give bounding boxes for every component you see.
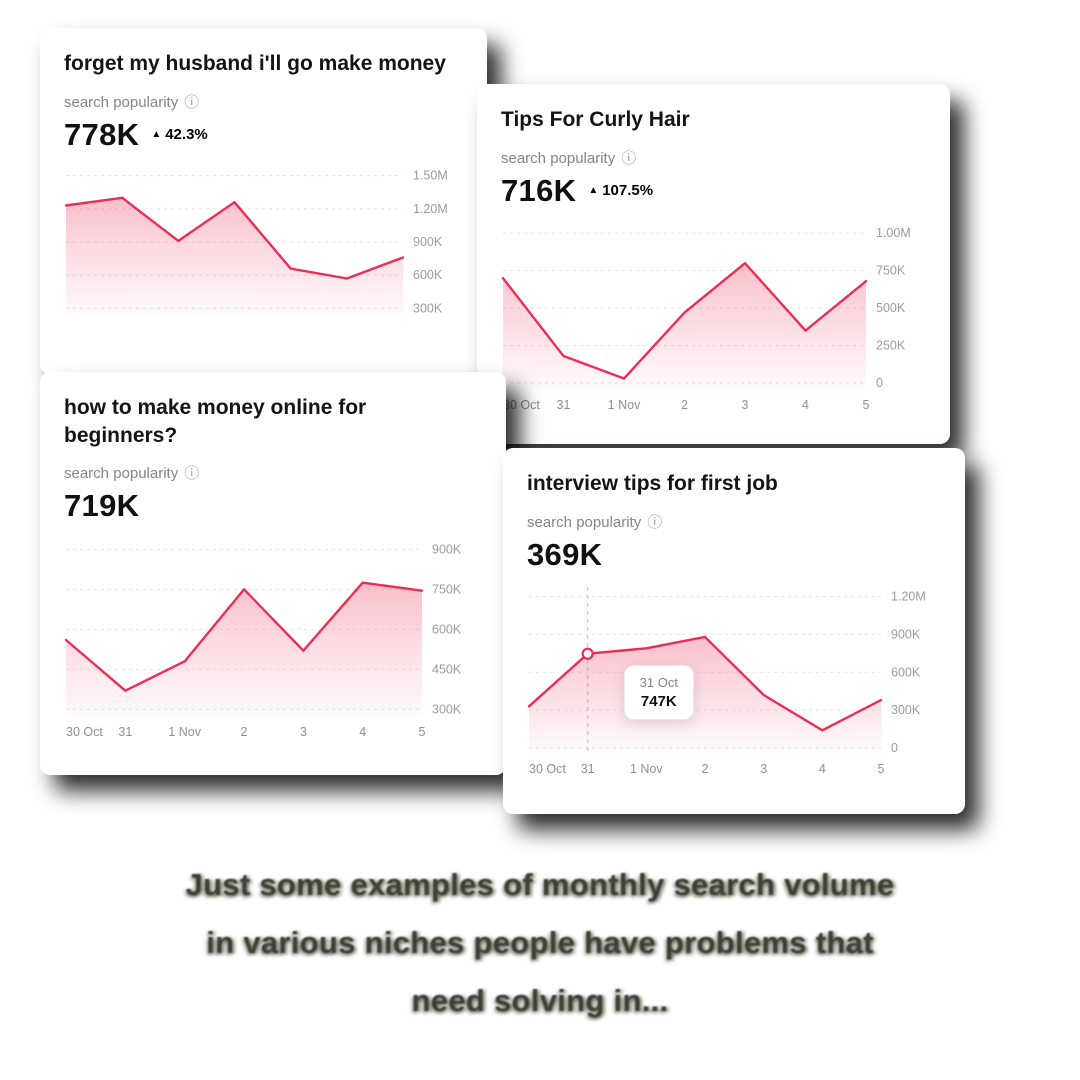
svg-text:5: 5 <box>878 762 885 776</box>
svg-text:1.20M: 1.20M <box>413 202 448 216</box>
search-popularity-value: 719K <box>64 488 140 524</box>
card-title: forget my husband i'll go make money <box>64 52 446 75</box>
svg-text:450K: 450K <box>432 663 462 677</box>
svg-text:3: 3 <box>742 398 749 412</box>
svg-text:600K: 600K <box>432 623 462 637</box>
chart-area: 1.50M 1.20M 900K 600K 300K <box>64 161 463 326</box>
card-title: how to make money online for beginners? <box>64 396 367 447</box>
chart-area: 900K 750K 600K 450K 300K 30 Oct 31 1 Nov 2 3 4 5 <box>64 532 482 749</box>
svg-text:300K: 300K <box>432 703 462 717</box>
svg-text:3: 3 <box>760 762 767 776</box>
svg-text:1.00M: 1.00M <box>876 226 911 240</box>
svg-text:2: 2 <box>241 725 248 739</box>
caption-line-3: need solving in... <box>411 983 669 1018</box>
svg-text:900K: 900K <box>432 543 462 557</box>
svg-text:4: 4 <box>802 398 809 412</box>
svg-text:1.50M: 1.50M <box>413 168 448 182</box>
search-popularity-chart: 900K 750K 600K 450K 300K 30 Oct 31 1 Nov 2 3 4 5 <box>64 543 462 739</box>
svg-text:1 Nov: 1 Nov <box>168 725 201 739</box>
chart-area: 1.00M 750K 500K 250K 0 30 Oct 31 1 Nov 2 3 4 5 <box>501 217 926 422</box>
info-icon[interactable]: ⓘ <box>184 93 200 111</box>
svg-text:600K: 600K <box>891 665 921 679</box>
insight-card-curly-hair: Tips For Curly Hair search popularity ⓘ … <box>477 84 950 444</box>
svg-text:30 Oct: 30 Oct <box>503 398 540 412</box>
svg-text:1.20M: 1.20M <box>891 589 926 603</box>
metric-label: search popularity <box>64 465 179 483</box>
search-popularity-value: 716K <box>501 172 577 208</box>
svg-text:300K: 300K <box>413 301 443 315</box>
card-title: interview tips for first job <box>527 472 778 495</box>
metric-label: search popularity <box>64 93 179 111</box>
change-percent: 107.5% <box>602 182 654 200</box>
svg-text:30 Oct: 30 Oct <box>529 762 566 776</box>
svg-text:31: 31 <box>557 398 571 412</box>
change-badge: ▲ 107.5% <box>588 182 653 199</box>
search-popularity-value: 369K <box>527 536 603 572</box>
svg-text:900K: 900K <box>413 235 443 249</box>
search-popularity-chart: 1.50M 1.20M 900K 600K 300K <box>64 168 448 315</box>
svg-text:2: 2 <box>702 762 709 776</box>
svg-text:500K: 500K <box>876 301 906 315</box>
search-popularity-chart: 1.00M 750K 500K 250K 0 30 Oct 31 1 Nov 2 3 4 5 <box>501 226 911 412</box>
caption-line-1: Just some examples of monthly search vol… <box>185 867 895 902</box>
chart-area: 1.20M 900K 600K 300K 0 30 Oct 31 1 Nov 2 3 4 5 31 O… <box>527 581 941 786</box>
svg-text:2: 2 <box>681 398 688 412</box>
up-triangle-icon: ▲ <box>588 184 599 196</box>
metric-label: search popularity <box>501 149 616 167</box>
info-icon[interactable]: ⓘ <box>621 149 637 167</box>
info-icon[interactable]: ⓘ <box>647 513 663 531</box>
svg-text:31: 31 <box>581 762 595 776</box>
svg-text:1 Nov: 1 Nov <box>630 762 663 776</box>
svg-text:300K: 300K <box>891 703 921 717</box>
insight-card-forget-my-husband: forget my husband i'll go make money sea… <box>40 28 487 374</box>
svg-text:900K: 900K <box>891 627 921 641</box>
insight-card-interview-tips: interview tips for first job search popu… <box>503 448 965 814</box>
svg-text:1 Nov: 1 Nov <box>608 398 641 412</box>
change-percent: 42.3% <box>165 126 208 144</box>
svg-text:600K: 600K <box>413 268 443 282</box>
caption-text: Just some examples of monthly search vol… <box>0 856 1080 1030</box>
svg-text:750K: 750K <box>876 263 906 277</box>
card-title: Tips For Curly Hair <box>501 108 690 131</box>
up-triangle-icon: ▲ <box>151 128 162 140</box>
insight-card-make-money-online: how to make money online for beginners? … <box>40 372 506 775</box>
change-badge: ▲ 42.3% <box>151 126 207 143</box>
svg-text:4: 4 <box>819 762 826 776</box>
svg-text:0: 0 <box>876 376 883 390</box>
caption-line-2: in various niches people have problems t… <box>206 925 874 960</box>
svg-text:3: 3 <box>300 725 307 739</box>
metric-label: search popularity <box>527 513 642 531</box>
svg-text:5: 5 <box>863 398 870 412</box>
svg-text:0: 0 <box>891 741 898 755</box>
chart-tooltip: 31 Oct 747K <box>623 665 694 721</box>
svg-text:250K: 250K <box>876 338 906 352</box>
tooltip-value: 747K <box>640 693 677 711</box>
tooltip-date: 31 Oct <box>639 675 678 691</box>
search-popularity-chart: 1.20M 900K 600K 300K 0 30 Oct 31 1 Nov 2 3 4 5 <box>527 586 926 776</box>
svg-text:31: 31 <box>118 725 132 739</box>
svg-text:5: 5 <box>419 725 426 739</box>
svg-text:30 Oct: 30 Oct <box>66 725 103 739</box>
svg-text:750K: 750K <box>432 583 462 597</box>
svg-text:4: 4 <box>359 725 366 739</box>
info-icon[interactable]: ⓘ <box>184 465 200 483</box>
search-popularity-value: 778K <box>64 116 140 152</box>
